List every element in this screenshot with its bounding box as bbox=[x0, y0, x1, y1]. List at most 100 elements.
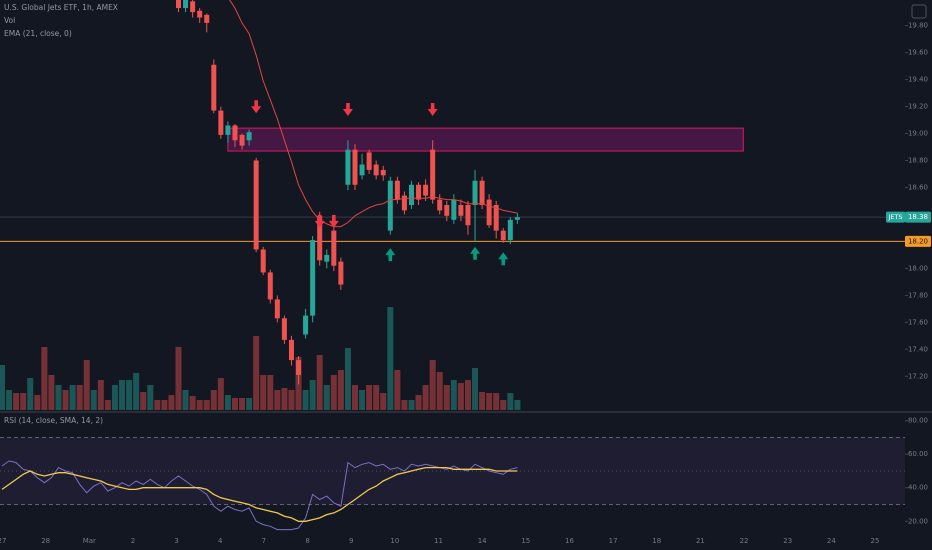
signal-arrow bbox=[251, 100, 262, 114]
under-layer bbox=[0, 25, 908, 522]
signal-arrow bbox=[498, 252, 509, 266]
rsi-line bbox=[1, 460, 518, 531]
volume-bar bbox=[394, 370, 401, 410]
volume-bar bbox=[69, 385, 76, 410]
volume-bar bbox=[373, 385, 380, 410]
x-tick-label: 7 bbox=[262, 537, 266, 545]
signal-arrow bbox=[470, 246, 481, 260]
candle-body bbox=[296, 360, 302, 375]
candle-body bbox=[366, 152, 372, 170]
candle-body bbox=[408, 184, 414, 205]
volume-bar bbox=[401, 400, 408, 410]
x-tick-label: 8 bbox=[305, 537, 309, 545]
volume-bar bbox=[224, 395, 231, 410]
candle-body bbox=[288, 339, 294, 361]
volume-bar bbox=[97, 380, 104, 410]
series-legend: U.S. Global Jets ETF, 1h, AMEX bbox=[4, 3, 118, 12]
volume-bar bbox=[302, 390, 309, 410]
volume-bar bbox=[119, 380, 126, 410]
candle-body bbox=[359, 164, 365, 176]
volume-bar bbox=[104, 400, 111, 410]
volume-bar bbox=[500, 400, 507, 410]
candle-body bbox=[232, 125, 238, 141]
candle-body bbox=[253, 160, 259, 250]
support-label: 18.20 bbox=[908, 237, 928, 245]
signal-arrow bbox=[427, 102, 438, 116]
y-tick-label: 17.60 bbox=[908, 318, 928, 326]
signal-arrow bbox=[385, 248, 396, 262]
volume-bar bbox=[0, 365, 5, 410]
volume-bar bbox=[168, 395, 175, 410]
x-tick-label: 18 bbox=[652, 537, 661, 545]
candle-body bbox=[472, 180, 478, 205]
candle-body bbox=[458, 205, 464, 216]
candle-body bbox=[197, 10, 203, 18]
x-tick-label: 27 bbox=[0, 537, 6, 545]
volume-bar bbox=[479, 392, 486, 410]
candle-body bbox=[507, 219, 513, 241]
volume-bar bbox=[344, 348, 351, 410]
candle-body bbox=[260, 249, 266, 273]
volume-bar bbox=[387, 307, 394, 410]
last-price-label: 18.38 bbox=[908, 213, 928, 221]
candle-body bbox=[387, 180, 393, 231]
candle-body bbox=[190, 1, 196, 13]
candle-body bbox=[352, 149, 358, 185]
volume-bar bbox=[83, 360, 90, 410]
volume-bar bbox=[316, 355, 323, 410]
volume-bar bbox=[147, 385, 154, 410]
volume-bar bbox=[210, 390, 217, 410]
volume-bar bbox=[133, 373, 140, 410]
rsi-ma-line bbox=[1, 466, 518, 522]
y-tick-label: 19.40 bbox=[908, 76, 928, 84]
volume-bar bbox=[20, 393, 27, 410]
volume-bar bbox=[450, 380, 457, 410]
x-tick-label: 15 bbox=[521, 537, 530, 545]
y-tick-label: 19.60 bbox=[908, 49, 928, 57]
x-tick-label: 17 bbox=[609, 537, 618, 545]
volume-bar bbox=[464, 380, 471, 410]
volume-bar bbox=[182, 390, 189, 410]
y-tick-label: 17.80 bbox=[908, 291, 928, 299]
last-price-tag bbox=[905, 211, 931, 223]
volume-bar bbox=[337, 370, 344, 410]
volume-legend: Vol bbox=[4, 16, 15, 25]
volume-bar bbox=[457, 383, 464, 410]
volume-bar bbox=[6, 390, 13, 410]
candle-body bbox=[267, 272, 273, 300]
volume-bar bbox=[175, 347, 182, 410]
settings-button[interactable] bbox=[911, 4, 927, 19]
volume-bar bbox=[472, 368, 479, 410]
symbol-label: JETS bbox=[887, 213, 902, 221]
x-tick-label: 3 bbox=[174, 537, 178, 545]
candle-body bbox=[444, 205, 450, 216]
volume-bar bbox=[140, 392, 147, 410]
volume-bar bbox=[161, 400, 168, 410]
volume-bar bbox=[514, 400, 521, 410]
volume-bar bbox=[436, 372, 443, 410]
volume-bar bbox=[443, 385, 450, 410]
y-tick-label: 17.40 bbox=[908, 345, 928, 353]
volume-bar bbox=[408, 400, 415, 410]
x-tick-label: 4 bbox=[218, 537, 223, 545]
volume-bar bbox=[126, 380, 133, 410]
volume-bar bbox=[246, 398, 253, 410]
volume-bar bbox=[196, 400, 203, 410]
volume-bar bbox=[330, 375, 337, 410]
signal-arrow bbox=[328, 214, 339, 228]
volume-bar bbox=[90, 390, 97, 410]
volume-bar bbox=[62, 390, 69, 410]
symbol-tag bbox=[886, 211, 905, 223]
volume-bar bbox=[111, 385, 118, 410]
candle-body bbox=[211, 64, 217, 111]
volume-bar bbox=[55, 385, 62, 410]
volume-bar bbox=[239, 398, 246, 410]
volume-bar bbox=[34, 395, 41, 410]
x-tick-label: 2 bbox=[131, 537, 135, 545]
volume-bar bbox=[231, 398, 238, 410]
candle-body bbox=[437, 199, 443, 211]
candle-body bbox=[176, 0, 181, 9]
x-tick-label: 24 bbox=[827, 537, 836, 545]
candle-body bbox=[373, 164, 379, 176]
